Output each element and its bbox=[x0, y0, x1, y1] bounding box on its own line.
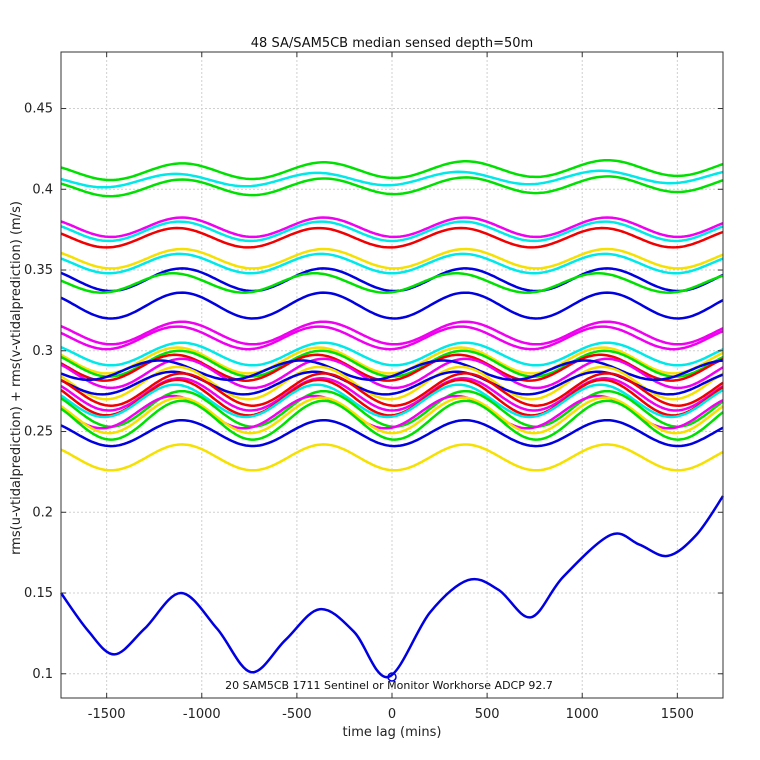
y-tick-label: 0.35 bbox=[24, 263, 53, 278]
y-tick-label: 0.4 bbox=[32, 182, 53, 197]
series-line bbox=[60, 320, 724, 346]
x-tick-label: 1000 bbox=[566, 707, 599, 722]
series-line bbox=[60, 443, 724, 472]
series-line bbox=[60, 252, 724, 275]
series-line bbox=[60, 399, 724, 441]
series-line bbox=[60, 216, 724, 239]
series-line bbox=[60, 247, 724, 270]
y-tick-label: 0.3 bbox=[32, 344, 53, 359]
annotation-marker bbox=[387, 672, 397, 682]
x-tick-label: -1000 bbox=[183, 707, 221, 722]
x-axis-label: time lag (mins) bbox=[343, 725, 442, 740]
series-line bbox=[60, 291, 724, 320]
series-line bbox=[60, 372, 724, 407]
series-line bbox=[60, 272, 724, 294]
axis-ticks: -1500 -1000 -500 0 500 1000 1500 0.1 0.15 0.2 0.25… bbox=[24, 52, 723, 722]
series-line bbox=[60, 359, 724, 382]
series-line bbox=[60, 325, 724, 351]
series-group bbox=[59, 158, 725, 679]
y-tick-label: 0.1 bbox=[32, 667, 53, 682]
annotation-text: 20 SAM5CB 1711 Sentinel or Monitor Workh… bbox=[225, 679, 553, 692]
y-tick-label: 0.25 bbox=[24, 425, 53, 440]
annotation-group: 20 SAM5CB 1711 Sentinel or Monitor Workh… bbox=[225, 672, 553, 692]
series-line bbox=[60, 418, 724, 448]
series-line bbox=[60, 158, 724, 182]
chart-title: 48 SA/SAM5CB median sensed depth=50m bbox=[251, 36, 533, 51]
series-line bbox=[60, 341, 724, 367]
y-tick-label: 0.45 bbox=[24, 102, 53, 117]
series-line bbox=[60, 169, 724, 189]
series-line bbox=[60, 226, 724, 249]
series-line bbox=[60, 346, 724, 375]
series-line bbox=[60, 175, 724, 198]
x-tick-label: -500 bbox=[282, 707, 312, 722]
x-tick-label: -1500 bbox=[88, 707, 126, 722]
y-tick-label: 0.2 bbox=[32, 505, 53, 520]
series-line bbox=[60, 396, 724, 435]
series-line bbox=[60, 357, 724, 390]
x-tick-label: 500 bbox=[475, 707, 500, 722]
x-tick-label: 1500 bbox=[661, 707, 694, 722]
series-line bbox=[60, 365, 724, 401]
series-line bbox=[60, 383, 724, 419]
series-line bbox=[60, 378, 724, 417]
y-tick-label: 0.15 bbox=[24, 586, 53, 601]
y-axis-label: rms(u-vtidalprediction) + rms(v-vtidalpr… bbox=[9, 201, 24, 555]
series-line bbox=[60, 353, 724, 382]
series-line bbox=[60, 220, 724, 243]
x-tick-label: 0 bbox=[388, 707, 396, 722]
